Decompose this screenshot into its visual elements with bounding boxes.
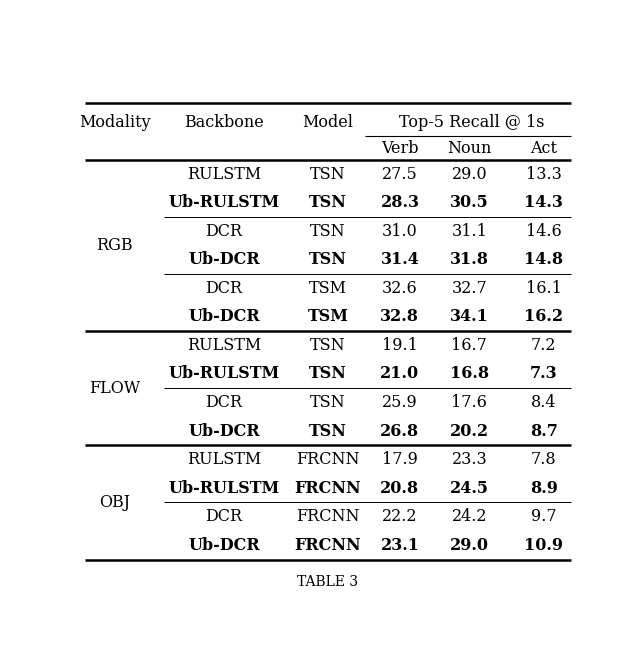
Text: 20.2: 20.2 (450, 423, 489, 440)
Text: FLOW: FLOW (89, 380, 140, 397)
Text: TSN: TSN (310, 166, 346, 182)
Text: OBJ: OBJ (99, 494, 131, 511)
Text: TSN: TSN (309, 251, 347, 269)
Text: 14.8: 14.8 (524, 251, 563, 269)
Text: DCR: DCR (205, 222, 243, 240)
Text: 30.5: 30.5 (450, 194, 489, 211)
Text: Act: Act (531, 140, 557, 156)
Text: FRCNN: FRCNN (294, 480, 362, 497)
Text: 23.3: 23.3 (451, 451, 487, 468)
Text: 27.5: 27.5 (382, 166, 418, 182)
Text: 23.1: 23.1 (380, 537, 419, 554)
Text: 21.0: 21.0 (380, 365, 419, 383)
Text: RGB: RGB (97, 237, 133, 254)
Text: 17.9: 17.9 (382, 451, 418, 468)
Text: Verb: Verb (381, 140, 419, 156)
Text: TSN: TSN (310, 394, 346, 411)
Text: 32.6: 32.6 (382, 280, 418, 297)
Text: 17.6: 17.6 (451, 394, 487, 411)
Text: 24.5: 24.5 (450, 480, 489, 497)
Text: 19.1: 19.1 (382, 337, 418, 354)
Text: Ub-RULSTM: Ub-RULSTM (168, 194, 280, 211)
Text: TSN: TSN (309, 365, 347, 383)
Text: TSN: TSN (310, 222, 346, 240)
Text: FRCNN: FRCNN (296, 508, 360, 525)
Text: DCR: DCR (205, 280, 243, 297)
Text: 25.9: 25.9 (382, 394, 418, 411)
Text: 29.0: 29.0 (452, 166, 487, 182)
Text: 24.2: 24.2 (452, 508, 487, 525)
Text: 8.4: 8.4 (531, 394, 557, 411)
Text: 32.7: 32.7 (451, 280, 487, 297)
Text: DCR: DCR (205, 394, 243, 411)
Text: 7.3: 7.3 (530, 365, 557, 383)
Text: RULSTM: RULSTM (187, 337, 261, 354)
Text: TABLE 3: TABLE 3 (298, 574, 358, 589)
Text: 14.6: 14.6 (526, 222, 562, 240)
Text: 10.9: 10.9 (524, 537, 563, 554)
Text: 26.8: 26.8 (380, 423, 419, 440)
Text: 16.1: 16.1 (526, 280, 562, 297)
Text: Backbone: Backbone (184, 114, 264, 131)
Text: TSN: TSN (309, 194, 347, 211)
Text: Ub-DCR: Ub-DCR (188, 251, 260, 269)
Text: FRCNN: FRCNN (296, 451, 360, 468)
Text: 34.1: 34.1 (450, 309, 489, 325)
Text: Top-5 Recall @ 1s: Top-5 Recall @ 1s (399, 114, 545, 131)
Text: TSN: TSN (309, 423, 347, 440)
Text: Ub-DCR: Ub-DCR (188, 537, 260, 554)
Text: 28.3: 28.3 (380, 194, 419, 211)
Text: 29.0: 29.0 (450, 537, 489, 554)
Text: Model: Model (303, 114, 353, 131)
Text: TSM: TSM (309, 280, 347, 297)
Text: 22.2: 22.2 (382, 508, 418, 525)
Text: RULSTM: RULSTM (187, 451, 261, 468)
Text: 8.7: 8.7 (530, 423, 557, 440)
Text: Noun: Noun (447, 140, 492, 156)
Text: Modality: Modality (79, 114, 150, 131)
Text: 7.8: 7.8 (531, 451, 557, 468)
Text: 7.2: 7.2 (531, 337, 557, 354)
Text: 31.1: 31.1 (451, 222, 487, 240)
Text: 31.4: 31.4 (381, 251, 419, 269)
Text: Ub-DCR: Ub-DCR (188, 423, 260, 440)
Text: 9.7: 9.7 (531, 508, 557, 525)
Text: 14.3: 14.3 (524, 194, 563, 211)
Text: Ub-RULSTM: Ub-RULSTM (168, 480, 280, 497)
Text: 32.8: 32.8 (380, 309, 419, 325)
Text: Ub-RULSTM: Ub-RULSTM (168, 365, 280, 383)
Text: 16.8: 16.8 (450, 365, 489, 383)
Text: 16.2: 16.2 (524, 309, 563, 325)
Text: Ub-DCR: Ub-DCR (188, 309, 260, 325)
Text: 8.9: 8.9 (530, 480, 557, 497)
Text: 31.8: 31.8 (450, 251, 489, 269)
Text: TSN: TSN (310, 337, 346, 354)
Text: FRCNN: FRCNN (294, 537, 362, 554)
Text: RULSTM: RULSTM (187, 166, 261, 182)
Text: DCR: DCR (205, 508, 243, 525)
Text: 20.8: 20.8 (380, 480, 419, 497)
Text: TSM: TSM (308, 309, 348, 325)
Text: 31.0: 31.0 (382, 222, 418, 240)
Text: 16.7: 16.7 (451, 337, 487, 354)
Text: 13.3: 13.3 (526, 166, 562, 182)
